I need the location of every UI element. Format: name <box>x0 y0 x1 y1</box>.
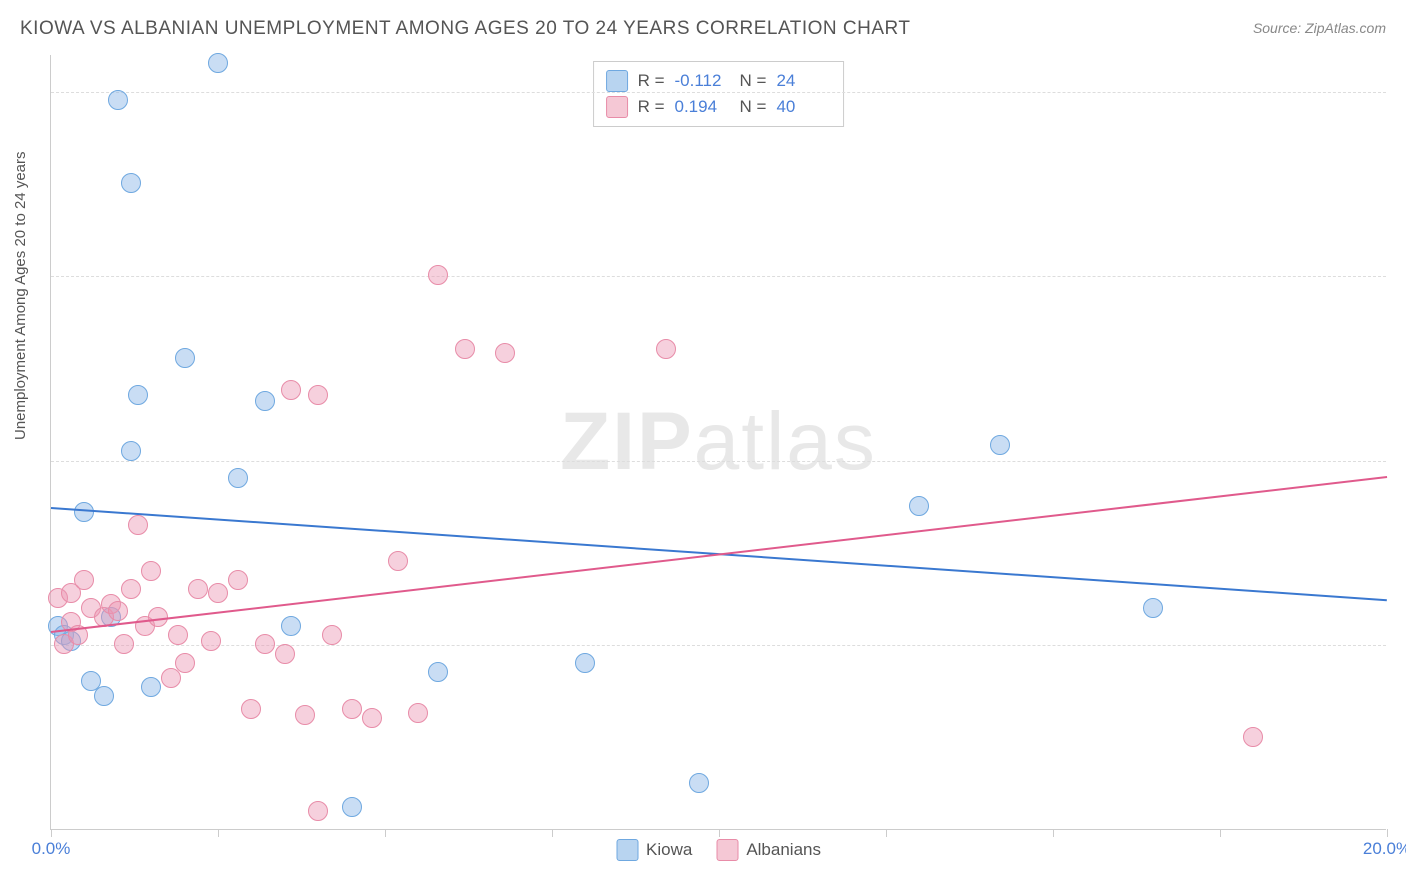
data-point <box>990 435 1010 455</box>
data-point <box>168 625 188 645</box>
stats-legend: R = -0.112 N = 24 R = 0.194 N = 40 <box>593 61 845 127</box>
stat-n-value: 24 <box>776 71 831 91</box>
data-point <box>455 339 475 359</box>
legend-swatch <box>616 839 638 861</box>
stats-row: R = 0.194 N = 40 <box>606 94 832 120</box>
data-point <box>281 616 301 636</box>
x-tick <box>1053 829 1054 837</box>
stat-n-value: 40 <box>776 97 831 117</box>
data-point <box>308 385 328 405</box>
gridline <box>51 92 1386 93</box>
x-tick-label: 20.0% <box>1363 839 1406 859</box>
y-tick-label: 20.0% <box>1396 451 1406 471</box>
y-tick-label: 10.0% <box>1396 635 1406 655</box>
stat-n-label: N = <box>740 97 767 117</box>
legend-item: Albanians <box>716 839 821 861</box>
data-point <box>342 797 362 817</box>
data-point <box>909 496 929 516</box>
chart-container: KIOWA VS ALBANIAN UNEMPLOYMENT AMONG AGE… <box>0 0 1406 892</box>
stat-n-label: N = <box>740 71 767 91</box>
gridline <box>51 461 1386 462</box>
data-point <box>74 570 94 590</box>
x-tick <box>51 829 52 837</box>
legend-swatch <box>606 70 628 92</box>
y-tick-label: 40.0% <box>1396 82 1406 102</box>
chart-title: KIOWA VS ALBANIAN UNEMPLOYMENT AMONG AGE… <box>20 18 911 40</box>
data-point <box>495 343 515 363</box>
bottom-legend: Kiowa Albanians <box>616 839 821 861</box>
data-point <box>575 653 595 673</box>
data-point <box>121 579 141 599</box>
x-tick <box>385 829 386 837</box>
data-point <box>108 601 128 621</box>
legend-label: Albanians <box>746 840 821 860</box>
x-tick <box>218 829 219 837</box>
data-point <box>408 703 428 723</box>
legend-label: Kiowa <box>646 840 692 860</box>
data-point <box>141 677 161 697</box>
legend-item: Kiowa <box>616 839 692 861</box>
data-point <box>201 631 221 651</box>
data-point <box>228 570 248 590</box>
data-point <box>108 90 128 110</box>
data-point <box>228 468 248 488</box>
data-point <box>388 551 408 571</box>
x-tick-label: 0.0% <box>32 839 71 859</box>
legend-swatch <box>716 839 738 861</box>
data-point <box>689 773 709 793</box>
data-point <box>428 265 448 285</box>
trend-line <box>51 476 1387 633</box>
stat-r-value: -0.112 <box>675 71 730 91</box>
data-point <box>308 801 328 821</box>
y-axis-label: Unemployment Among Ages 20 to 24 years <box>12 151 29 440</box>
plot-area: ZIPatlas R =-0.112N =24R =0.194N =40 Kio… <box>50 55 1386 830</box>
gridline <box>51 645 1386 646</box>
x-tick <box>1220 829 1221 837</box>
y-tick-label: 30.0% <box>1396 266 1406 286</box>
data-point <box>175 348 195 368</box>
watermark: ZIPatlas <box>560 395 877 489</box>
data-point <box>322 625 342 645</box>
data-point <box>295 705 315 725</box>
x-tick <box>1387 829 1388 837</box>
gridline <box>51 276 1386 277</box>
data-point <box>175 653 195 673</box>
data-point <box>1143 598 1163 618</box>
stats-row: R = -0.112 N = 24 <box>606 68 832 94</box>
legend-swatch <box>606 96 628 118</box>
data-point <box>656 339 676 359</box>
data-point <box>428 662 448 682</box>
data-point <box>1243 727 1263 747</box>
stat-r-label: R = <box>638 71 665 91</box>
data-point <box>141 561 161 581</box>
data-point <box>121 173 141 193</box>
data-point <box>188 579 208 599</box>
data-point <box>208 583 228 603</box>
source-attribution: Source: ZipAtlas.com <box>1253 20 1386 36</box>
x-tick <box>886 829 887 837</box>
data-point <box>208 53 228 73</box>
data-point <box>281 380 301 400</box>
data-point <box>275 644 295 664</box>
stat-r-value: 0.194 <box>675 97 730 117</box>
data-point <box>241 699 261 719</box>
data-point <box>255 391 275 411</box>
data-point <box>114 634 134 654</box>
data-point <box>362 708 382 728</box>
data-point <box>128 385 148 405</box>
data-point <box>342 699 362 719</box>
data-point <box>94 686 114 706</box>
x-tick <box>719 829 720 837</box>
data-point <box>121 441 141 461</box>
stat-r-label: R = <box>638 97 665 117</box>
x-tick <box>552 829 553 837</box>
data-point <box>255 634 275 654</box>
data-point <box>128 515 148 535</box>
